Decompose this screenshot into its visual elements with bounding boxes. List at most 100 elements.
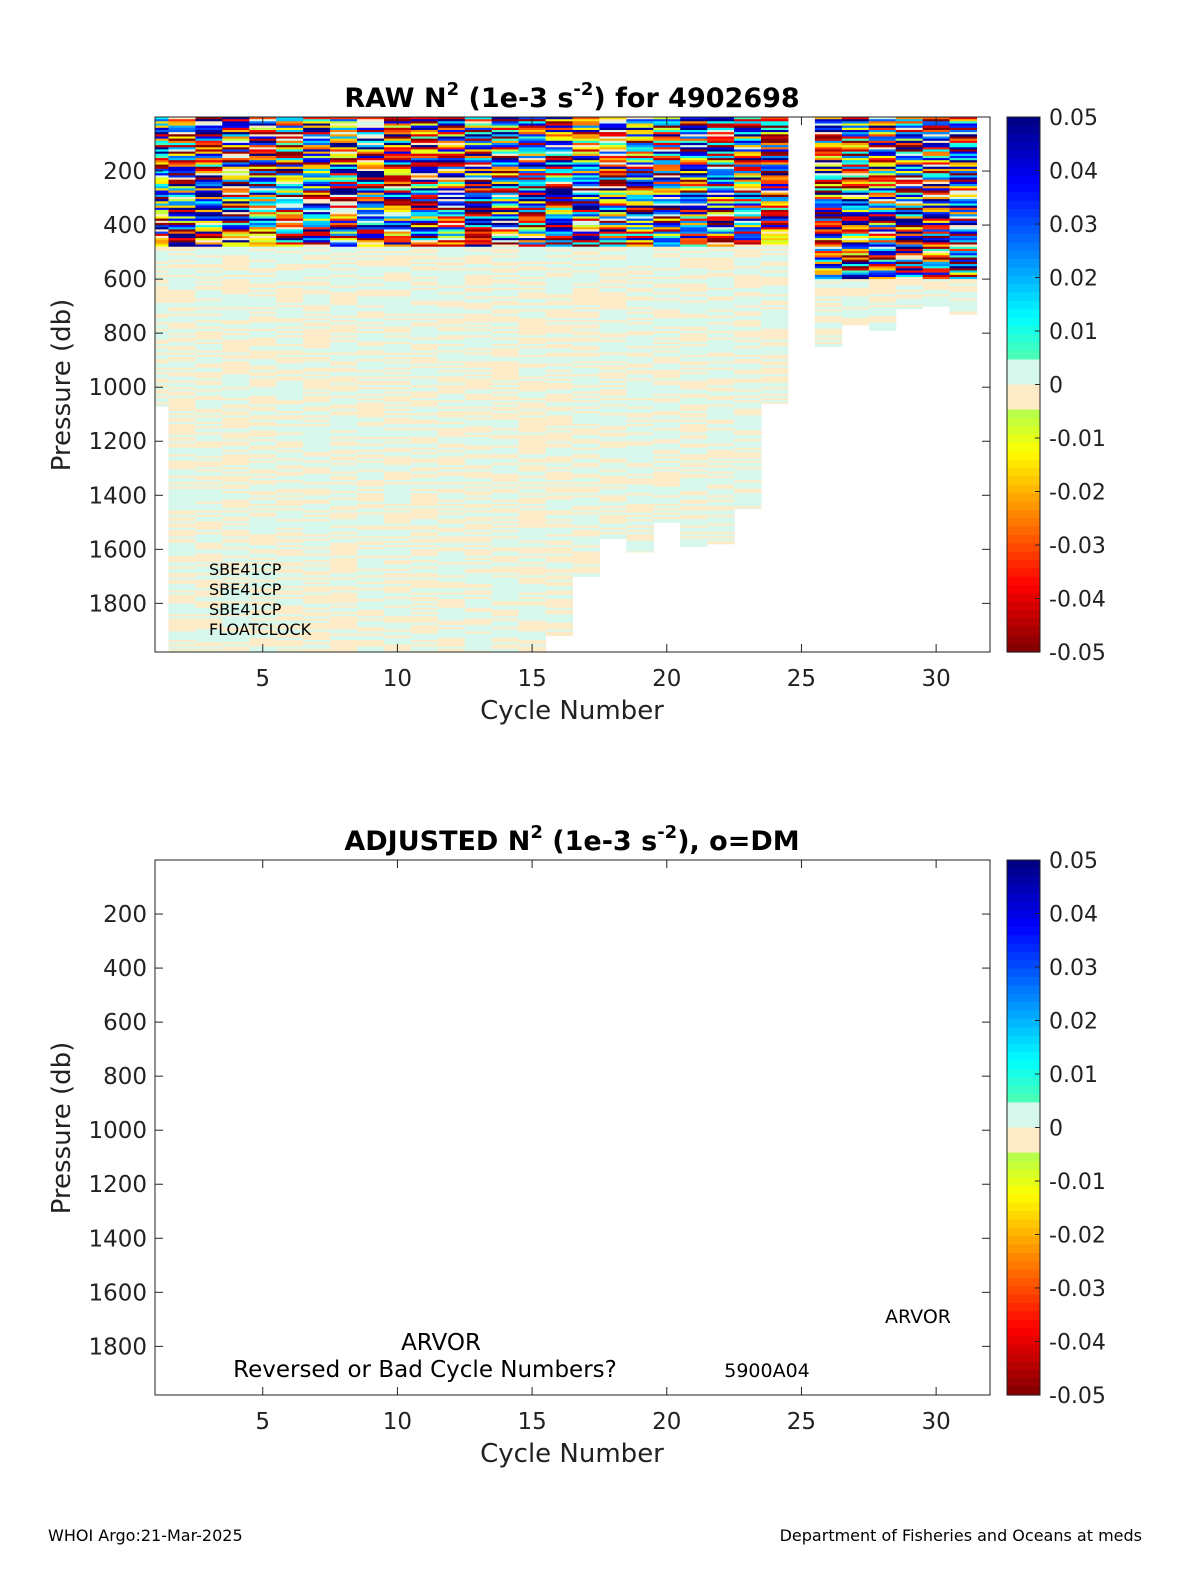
heat-cell (222, 197, 250, 200)
heat-cell (464, 633, 493, 637)
heat-cell (518, 326, 546, 330)
heat-cell (626, 404, 654, 408)
heat-cell (707, 344, 735, 347)
heat-cell (572, 248, 600, 252)
heat-cell (410, 648, 439, 652)
heat-cell (357, 631, 385, 635)
heat-cell (303, 181, 331, 185)
heat-cell (384, 521, 412, 524)
heat-cell (249, 642, 277, 645)
heat-cell (330, 618, 358, 622)
heat-cell (195, 586, 223, 589)
heat-cell (155, 190, 169, 194)
heat-cell (276, 194, 304, 198)
heat-cell (410, 439, 439, 442)
heat-cell (168, 439, 196, 442)
heat-cell (168, 627, 196, 630)
heat-cell (707, 268, 735, 271)
heat-cell (518, 486, 546, 490)
heat-cell (680, 160, 708, 163)
heat-cell (545, 248, 573, 252)
heat-cell (303, 153, 331, 157)
heat-cell (303, 179, 331, 183)
heat-cell (464, 147, 493, 150)
heat-cell (357, 592, 385, 596)
heat-cell (437, 369, 466, 373)
heat-cell (545, 367, 573, 371)
heat-cell (599, 145, 627, 148)
heat-cell (410, 510, 439, 513)
heat-cell (707, 119, 735, 122)
heat-cell (276, 309, 304, 312)
heat-cell (249, 333, 277, 336)
heat-cell (680, 478, 708, 481)
heat-cell (195, 491, 223, 494)
heat-cell (680, 209, 708, 213)
heat-cell (330, 447, 358, 451)
heat-cell (491, 363, 520, 366)
heat-cell (599, 495, 627, 498)
heat-cell (357, 542, 385, 546)
heat-cell (599, 255, 627, 258)
heat-cell (464, 609, 493, 613)
heat-cell (410, 339, 439, 343)
heat-cell (518, 501, 546, 505)
heat-cell (626, 179, 654, 183)
heat-cell (437, 560, 466, 563)
heat-cell (222, 259, 250, 263)
heat-cell (357, 538, 385, 542)
heat-cell (357, 229, 385, 232)
heat-cell (626, 473, 654, 477)
heat-cell (545, 298, 573, 302)
heat-cell (222, 404, 250, 408)
heat-cell (155, 205, 169, 209)
heat-cell (491, 248, 520, 252)
heat-cell (168, 363, 196, 366)
profile-cycle-14 (491, 117, 520, 652)
heat-cell (276, 145, 304, 148)
heat-cell (222, 194, 250, 198)
heat-cell (155, 322, 169, 325)
heat-cell (276, 387, 304, 390)
heat-cell (384, 231, 412, 235)
heat-cell (653, 246, 681, 250)
heat-cell (599, 452, 627, 455)
heat-cell (155, 352, 169, 356)
heat-cell (384, 460, 412, 464)
heat-cell (518, 175, 546, 178)
heat-cell (276, 248, 304, 252)
profile-cycle-21 (680, 117, 708, 547)
heat-cell (491, 491, 520, 494)
heat-cell (195, 445, 223, 449)
heat-cell (599, 378, 627, 382)
heat-cell (155, 350, 169, 354)
heat-cell (195, 607, 223, 611)
heat-cell (653, 298, 681, 302)
heat-cell (518, 493, 546, 496)
heat-cell (545, 130, 573, 133)
heat-cell (464, 130, 493, 133)
heat-cell (155, 203, 169, 207)
heat-cell (168, 640, 196, 643)
heat-cell (330, 469, 358, 472)
heat-cell (222, 411, 250, 414)
heat-cell (330, 359, 358, 362)
heat-cell (357, 253, 385, 256)
heat-cell (222, 158, 250, 161)
heat-cell (155, 339, 169, 343)
heat-cell (303, 147, 331, 150)
heat-cell (545, 283, 573, 286)
heat-cell (653, 331, 681, 334)
heat-cell (680, 248, 708, 252)
profile-cycle-2 (168, 117, 196, 652)
heat-cell (410, 270, 439, 274)
heat-cell (545, 205, 573, 209)
heat-cell (437, 130, 466, 133)
heat-cell (276, 274, 304, 278)
heat-cell (384, 350, 412, 354)
heat-cell (491, 242, 520, 245)
heat-cell (707, 300, 735, 304)
heat-cell (491, 354, 520, 358)
heat-cell (168, 194, 196, 198)
heat-cell (680, 408, 708, 412)
